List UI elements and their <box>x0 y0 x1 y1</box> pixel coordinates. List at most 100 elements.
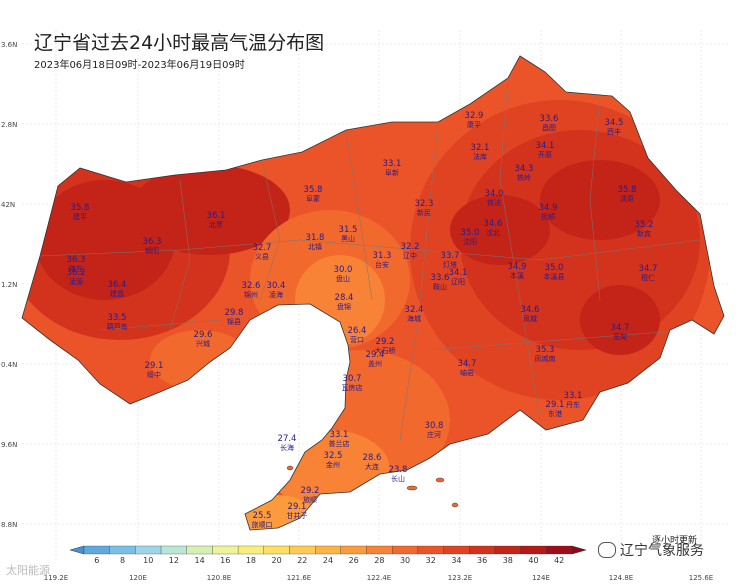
legend-tick-label: 14 <box>194 556 204 565</box>
station-name: 宽甸 <box>613 332 627 341</box>
legend-swatch <box>340 545 367 555</box>
legend-arrow-right <box>571 545 587 555</box>
station-name: 锦州 <box>244 290 258 299</box>
station-name: 清原 <box>620 194 634 203</box>
map-subtitle: 2023年06月18日09时-2023年06月19日09时 <box>34 60 245 71</box>
legend-swatch <box>392 545 419 555</box>
station-name: 昌图 <box>542 124 556 132</box>
lat-label: 0.4N <box>1 361 17 369</box>
lon-label: 121.6E <box>287 574 311 582</box>
station: 34.0铁法 <box>485 189 504 207</box>
station-name: 瓦房店 <box>342 383 363 392</box>
station: 35.0沈阳 <box>461 228 480 246</box>
station: 30.8庄河 <box>425 421 444 439</box>
legend-tick-label: 24 <box>323 556 333 565</box>
lat-label: 8.8N <box>1 521 17 529</box>
station: 26.4营口 <box>348 326 367 344</box>
station-name: 台安 <box>375 260 389 269</box>
station-value: 34.1 <box>536 141 555 151</box>
station: 29.2旅顺 <box>301 486 320 504</box>
station: 32.6锦州 <box>242 281 261 299</box>
station: 32.4海城 <box>405 305 424 323</box>
station: 29.4盖州 <box>366 350 385 368</box>
station-value: 25.5 <box>253 511 272 521</box>
station-name: 本溪县 <box>544 272 565 281</box>
lat-label: 3.6N <box>1 41 17 49</box>
station-name: 锦县 <box>227 317 241 326</box>
lon-label: 125.6E <box>689 574 713 582</box>
station-value: 34.3 <box>515 164 534 174</box>
station-name: 新民 <box>417 208 431 217</box>
lon-label: 120E <box>129 574 147 582</box>
legend-tick-label: 42 <box>554 556 564 565</box>
station-name: 法库 <box>473 152 487 161</box>
station: 29.1东港 <box>546 400 565 418</box>
station: 36.2凌源 <box>67 268 86 286</box>
legend-swatch <box>289 545 316 555</box>
legend-tick-label: 22 <box>297 556 307 565</box>
station-name: 长山 <box>391 474 405 483</box>
station-name: 东港 <box>548 409 562 418</box>
station-value: 35.8 <box>71 203 90 213</box>
station-name: 辽阳 <box>451 277 465 286</box>
station-name: 北镇 <box>308 242 322 251</box>
station-value: 36.4 <box>108 280 127 290</box>
station: 34.7岫岩 <box>458 359 477 377</box>
legend-swatch <box>546 545 573 555</box>
station-value: 34.6 <box>484 219 503 229</box>
lon-label: 124E <box>532 574 550 582</box>
lat-label: 1.2N <box>1 281 17 289</box>
station: 32.3新民 <box>415 199 434 217</box>
station: 36.3朝阳 <box>143 237 162 255</box>
station-name: 沈北 <box>486 228 500 237</box>
station-name: 普兰店 <box>329 439 350 448</box>
station-name: 喀左 <box>69 264 83 273</box>
station-value: 34.7 <box>611 323 630 333</box>
station-name: 凤城 <box>523 315 537 323</box>
station-value: 34.9 <box>539 203 558 213</box>
station: 29.6兴城 <box>194 330 213 348</box>
station-value: 31.3 <box>373 251 392 261</box>
legend-swatch <box>109 545 136 555</box>
station-name: 丹东 <box>566 400 580 409</box>
brand-badge: 辽宁气象服务 <box>598 540 704 560</box>
legend-swatch <box>263 545 290 555</box>
legend-swatch <box>135 545 162 555</box>
station-name: 凌源 <box>69 277 83 286</box>
station-name: 建平 <box>73 212 87 221</box>
station-name: 鞍山 <box>433 282 447 291</box>
station-value: 36.3 <box>143 237 162 247</box>
legend-tick-label: 40 <box>528 556 538 565</box>
lon-label: 124.8E <box>609 574 633 582</box>
station: 33.1阜新 <box>383 159 402 177</box>
legend-tick-label: 10 <box>143 556 153 565</box>
station-value: 33.1 <box>383 159 402 169</box>
station: 28.4盘锦 <box>335 293 354 311</box>
station: 35.8建平 <box>71 203 90 221</box>
legend-tick-label: 28 <box>374 556 384 565</box>
station: 33.1丹东 <box>564 391 583 409</box>
lat-label: 42N <box>1 201 15 209</box>
station: 34.3铁岭 <box>515 164 534 182</box>
station-value: 29.2 <box>376 337 395 347</box>
legend-swatch <box>469 545 496 555</box>
station-value: 29.4 <box>366 350 385 360</box>
legend-swatch <box>494 545 521 555</box>
station: 32.9康平 <box>465 111 484 129</box>
legend-swatch <box>83 545 110 555</box>
station-value: 34.6 <box>521 305 540 315</box>
temperature-legend: 6 8 10 12 14 16 18 20 22 24 26 28 30 32 34 36 38 40 42 <box>69 545 587 565</box>
station-value: 32.3 <box>415 199 434 209</box>
legend-tick-label: 8 <box>120 556 125 565</box>
county-boundaries <box>39 77 701 441</box>
lon-label: 123.2E <box>448 574 472 582</box>
station-name: 康平 <box>467 120 481 129</box>
station-name: 建昌 <box>110 289 124 298</box>
legend-tick-label: 16 <box>220 556 230 565</box>
legend-swatch <box>315 545 341 555</box>
